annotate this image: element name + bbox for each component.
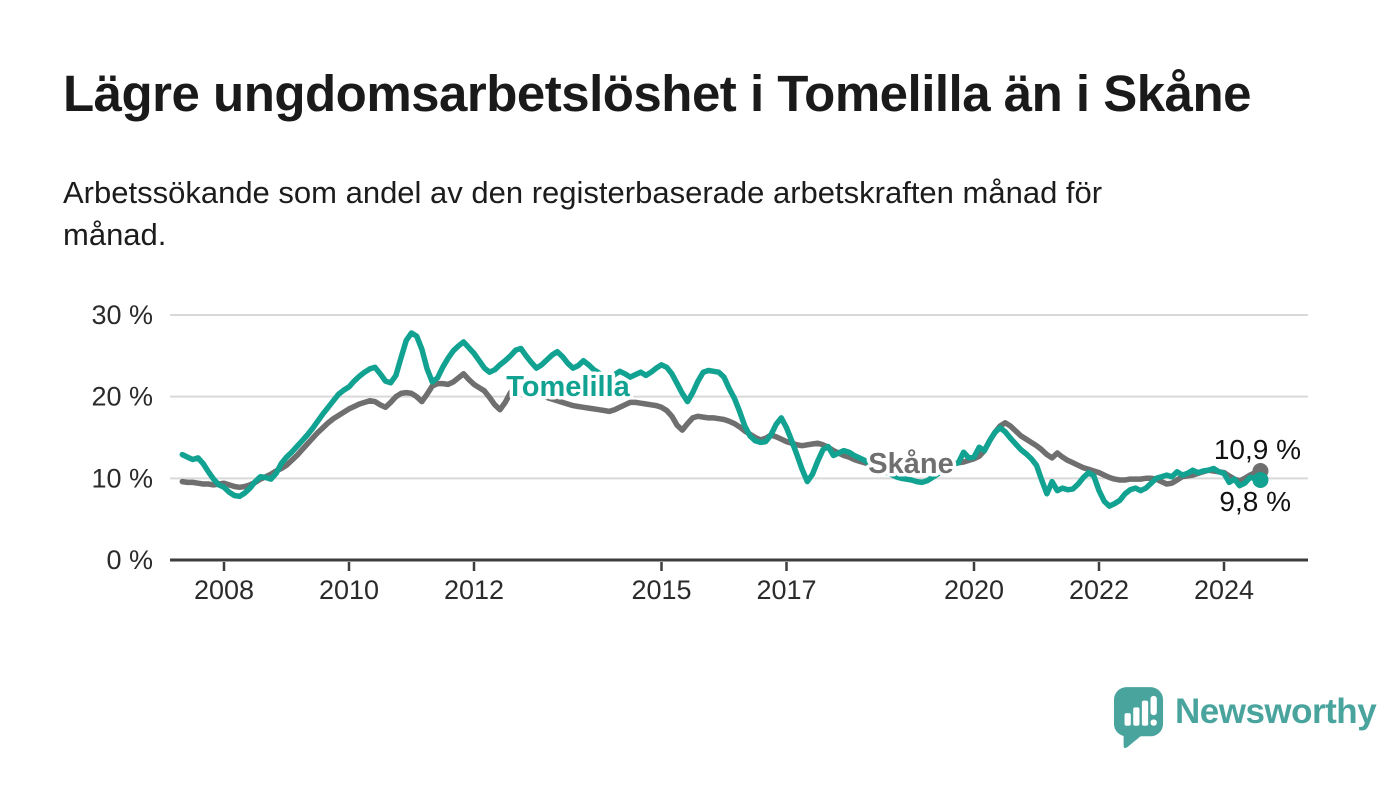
end-value-label-skane: 10,9 % — [1214, 434, 1301, 465]
x-tick-label: 2010 — [319, 575, 379, 605]
y-tick-label: 0 % — [106, 545, 153, 575]
x-tick-label: 2012 — [444, 575, 504, 605]
x-tick-label: 2017 — [756, 575, 816, 605]
newsworthy-logo: Newsworthy — [1113, 686, 1377, 750]
x-tick-label: 2015 — [631, 575, 691, 605]
x-tick-label: 2024 — [1194, 575, 1254, 605]
brand-name: Newsworthy — [1175, 692, 1377, 731]
logo-bar-3 — [1141, 700, 1149, 726]
series-line-tomelilla — [179, 330, 1264, 509]
chart-subtitle: Arbetssökande som andel av den registerb… — [63, 175, 1103, 253]
y-tick-label: 20 % — [91, 382, 153, 412]
y-tick-label: 10 % — [91, 463, 153, 493]
end-dot-tomelilla — [1252, 471, 1269, 488]
chart-label-layer: Tomelilla Skåne 10,9 % 9,8 % — [503, 368, 1301, 518]
newsworthy-icon — [1113, 687, 1164, 749]
logo-bar-1 — [1124, 713, 1131, 726]
series-label-skane: Skåne — [868, 448, 953, 480]
page-title: Lägre ungdomsarbetslöshet i Tomelilla än… — [63, 65, 1252, 122]
logo-exclamation-dot — [1150, 719, 1157, 726]
x-tick-label: 2008 — [194, 575, 254, 605]
y-tick-label: 30 % — [91, 300, 153, 330]
logo-exclamation-stem — [1150, 695, 1157, 716]
chart-plot-layer: 2008 2010 2012 2015 2017 2020 2022 2024 0 % 10 % 2… — [91, 300, 1308, 605]
series-line-skane — [179, 371, 1264, 491]
x-tick-label: 2020 — [944, 575, 1004, 605]
x-tick-label: 2022 — [1069, 575, 1129, 605]
logo-bar-2 — [1133, 707, 1140, 726]
series-label-tomelilla: Tomelilla — [506, 371, 630, 403]
end-value-label-tomelilla: 9,8 % — [1219, 486, 1291, 517]
